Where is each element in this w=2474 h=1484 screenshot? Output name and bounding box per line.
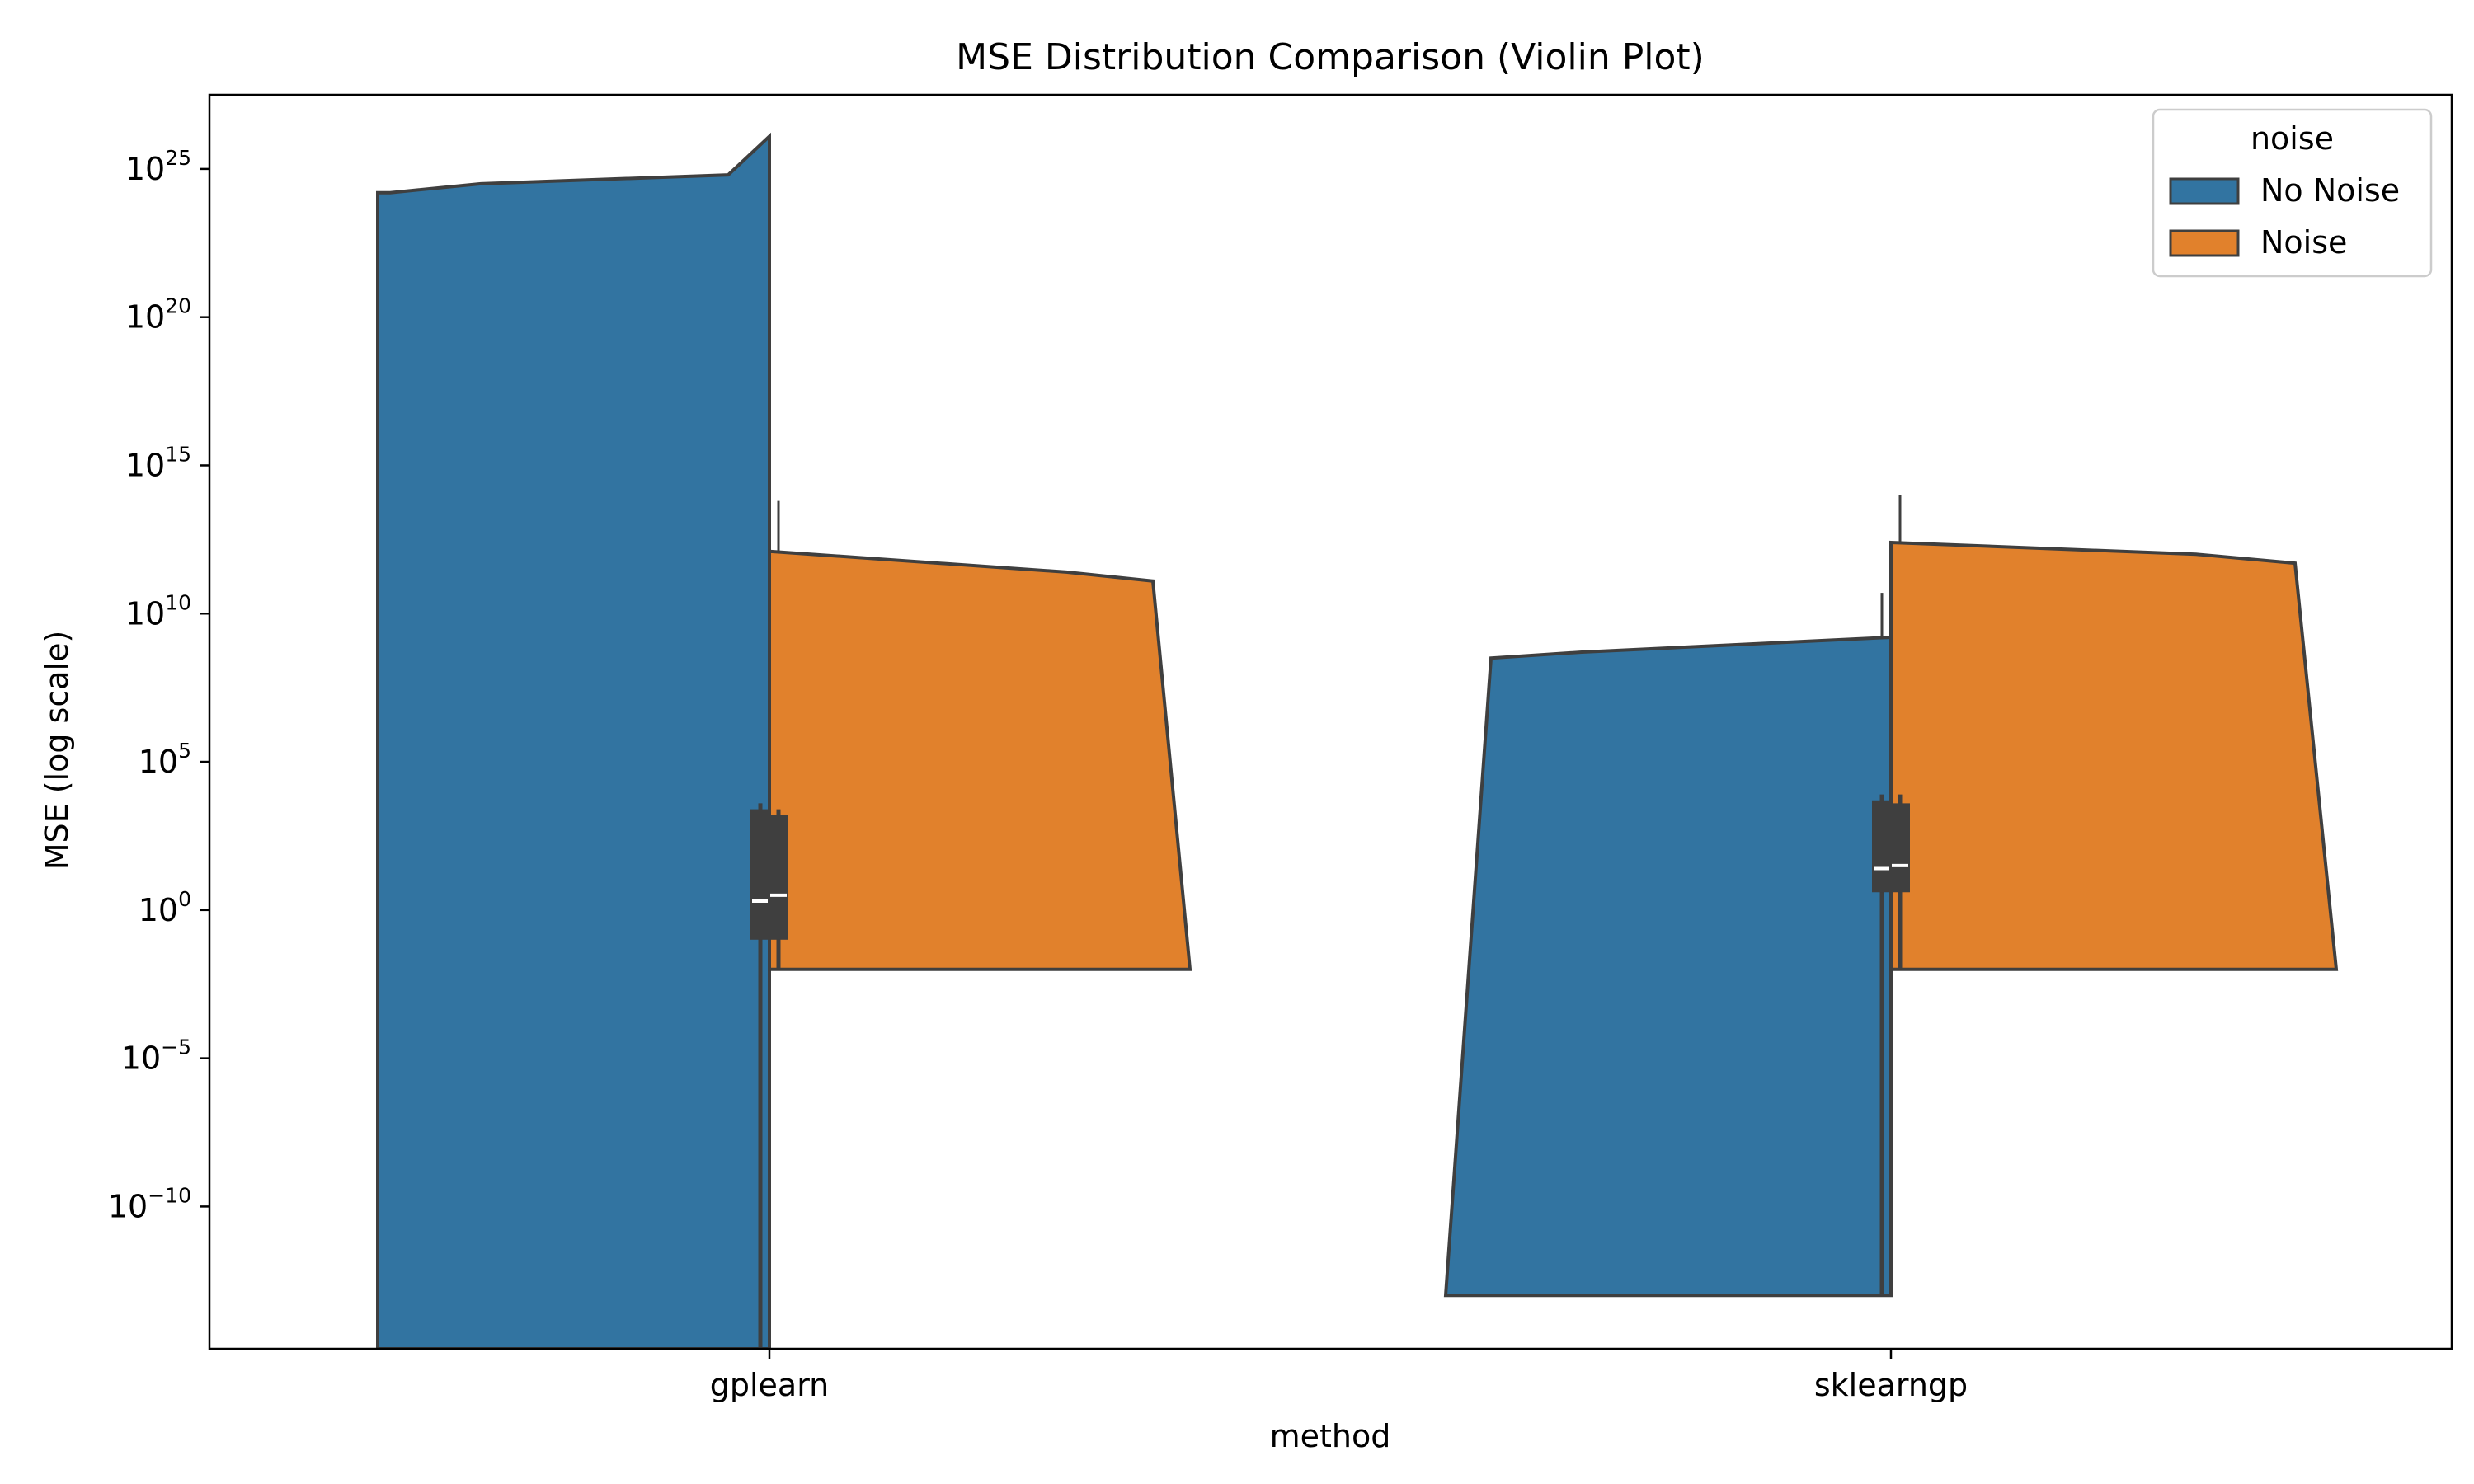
violin-gplearn-no-noise (376, 132, 771, 1349)
y-tick-label-10: 1010 (125, 590, 191, 632)
violin-sklearngp-noise (1889, 540, 2339, 971)
violin-sklearngp-no-noise (1443, 635, 1893, 1298)
legend-swatch-no-noise (2169, 177, 2240, 205)
y-tick-exponent: −10 (148, 1183, 191, 1207)
y-tick-base: 10 (121, 1040, 161, 1077)
box-gplearn-noise (769, 815, 788, 940)
y-tick-exponent: 15 (165, 442, 191, 466)
box-sklearngp-noise (1890, 803, 1910, 893)
legend-title: noise (2251, 120, 2334, 157)
y-tick-base: 10 (139, 744, 178, 780)
y-tick-label-25: 1025 (125, 146, 191, 187)
x-axis-label: method (1270, 1418, 1391, 1454)
y-tick-label-20: 1020 (125, 294, 191, 336)
y-axis-label: MSE (log scale) (39, 631, 75, 871)
y-tick-exponent: 10 (165, 590, 191, 614)
y-tick-base: 10 (125, 447, 165, 483)
y-tick-label-5: 105 (139, 739, 191, 780)
legend: noise No Noise Noise (2152, 108, 2433, 278)
plot-frame (208, 93, 2453, 1350)
y-tick-exponent: 25 (165, 146, 191, 170)
chart-title: MSE Distribution Comparison (Violin Plot… (956, 36, 1705, 78)
y-tick-exponent: 20 (165, 294, 191, 318)
violin-group (376, 132, 2339, 1349)
y-tick-base: 10 (139, 892, 178, 928)
y-tick-base: 10 (108, 1188, 148, 1224)
y-tick-exponent: 5 (178, 739, 191, 763)
plot-area (376, 132, 2339, 1349)
y-tick-base: 10 (125, 151, 165, 187)
y-tick-base: 10 (125, 595, 165, 632)
x-tick-label-sklearngp: sklearngp (1814, 1367, 1968, 1403)
legend-swatch-noise (2169, 229, 2240, 257)
legend-label-no-noise: No Noise (2260, 172, 2400, 209)
box-sklearngp-no-noise (1872, 800, 1892, 893)
x-tick-label-gplearn: gplearn (710, 1367, 830, 1403)
y-tick-base: 10 (125, 299, 165, 336)
y-tick-label--5: 10−5 (121, 1036, 191, 1077)
y-tick-label-0: 100 (139, 887, 191, 928)
y-tick-label--10: 10−10 (108, 1183, 191, 1224)
legend-label-noise: Noise (2260, 224, 2347, 261)
y-tick-label-15: 1015 (125, 442, 191, 483)
violin-gplearn-noise (768, 549, 1192, 971)
y-tick-exponent: 0 (178, 887, 191, 911)
y-tick-exponent: −5 (161, 1036, 191, 1059)
box-gplearn-no-noise (750, 809, 770, 940)
